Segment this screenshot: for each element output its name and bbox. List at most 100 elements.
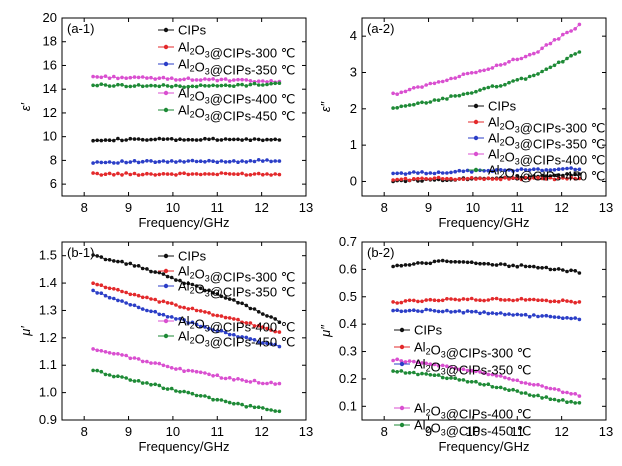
data-point <box>577 50 582 54</box>
legend-label: Al2O3@CIPs-350 ℃ <box>178 279 295 300</box>
data-point <box>194 138 199 142</box>
data-point <box>478 88 482 92</box>
data-point <box>436 170 441 174</box>
data-point <box>469 176 474 180</box>
data-point <box>186 76 191 80</box>
legend-subscript: 2 <box>500 170 505 180</box>
data-point <box>174 303 178 307</box>
data-point <box>207 77 211 82</box>
data-point <box>120 375 124 379</box>
data-point <box>569 53 573 58</box>
data-point <box>498 385 503 390</box>
data-point <box>399 171 404 175</box>
data-point <box>215 172 220 177</box>
data-point <box>503 168 507 173</box>
data-point <box>265 82 269 87</box>
data-point <box>223 83 228 87</box>
data-point <box>544 177 549 181</box>
data-point <box>174 389 178 393</box>
data-point <box>244 173 249 177</box>
data-point <box>416 372 420 377</box>
data-point <box>219 294 224 299</box>
data-point <box>395 301 400 305</box>
data-point <box>256 310 261 314</box>
data-point <box>445 308 449 313</box>
legend-entry: Al2O3@CIPs-450 ℃ <box>158 103 295 124</box>
series-Al2O3@CIPs-350 <box>91 288 282 349</box>
data-point <box>91 83 95 88</box>
data-point <box>511 298 515 303</box>
data-point <box>407 298 412 303</box>
data-point <box>145 76 149 80</box>
data-point <box>236 137 240 142</box>
data-point <box>399 309 404 314</box>
data-point <box>532 394 536 398</box>
data-point <box>186 137 191 142</box>
data-point <box>265 172 269 176</box>
data-point <box>482 86 486 91</box>
data-point <box>244 84 249 88</box>
data-point <box>403 104 408 108</box>
data-point <box>252 324 257 328</box>
data-point <box>544 43 549 47</box>
data-point <box>498 177 503 182</box>
data-point <box>424 101 429 105</box>
data-point <box>569 392 573 396</box>
data-point <box>161 386 166 391</box>
data-point <box>494 84 499 89</box>
data-point <box>194 172 199 176</box>
data-point <box>511 79 515 83</box>
data-point <box>124 76 128 80</box>
data-point <box>198 83 203 87</box>
data-point <box>519 76 524 81</box>
data-point <box>149 137 153 142</box>
data-point <box>416 176 420 181</box>
x-axis-label: Frequency/GHz <box>138 439 229 454</box>
y-tick-label: 3 <box>350 64 357 79</box>
legend-label: CIPs <box>178 249 207 264</box>
legend-text: O <box>195 267 205 282</box>
data-point <box>461 169 466 174</box>
data-point <box>140 307 145 311</box>
data-point <box>161 159 166 163</box>
data-point <box>515 78 520 82</box>
data-point <box>248 173 253 177</box>
data-point <box>486 168 491 173</box>
data-point <box>261 79 265 83</box>
data-point <box>457 177 462 181</box>
data-point <box>507 168 511 172</box>
data-point <box>194 84 199 89</box>
data-point <box>116 161 120 165</box>
data-point <box>436 309 441 314</box>
data-point <box>440 363 445 368</box>
data-point <box>440 309 445 314</box>
data-point <box>561 59 565 64</box>
legend-text: @CIPs-350 ℃ <box>446 363 532 378</box>
data-point <box>165 160 170 164</box>
data-point <box>211 313 215 317</box>
data-point <box>107 76 112 80</box>
data-point <box>211 83 215 88</box>
data-point <box>515 312 520 317</box>
data-point <box>403 176 408 181</box>
data-point <box>116 171 120 176</box>
data-point <box>395 106 400 110</box>
data-point <box>128 172 133 177</box>
y-axis-label: μ″ <box>318 325 333 338</box>
data-point <box>161 272 166 276</box>
data-point <box>540 266 544 270</box>
data-point <box>519 313 524 317</box>
legend-label: CIPs <box>488 99 517 114</box>
data-point <box>461 177 466 181</box>
data-point <box>532 73 536 78</box>
data-point <box>157 76 162 80</box>
data-point <box>103 372 108 377</box>
data-point <box>407 178 412 183</box>
data-point <box>203 172 207 176</box>
data-point <box>112 138 116 143</box>
x-axis-label: Frequency/GHz <box>438 215 529 230</box>
data-point <box>412 370 416 375</box>
data-point <box>149 75 153 80</box>
